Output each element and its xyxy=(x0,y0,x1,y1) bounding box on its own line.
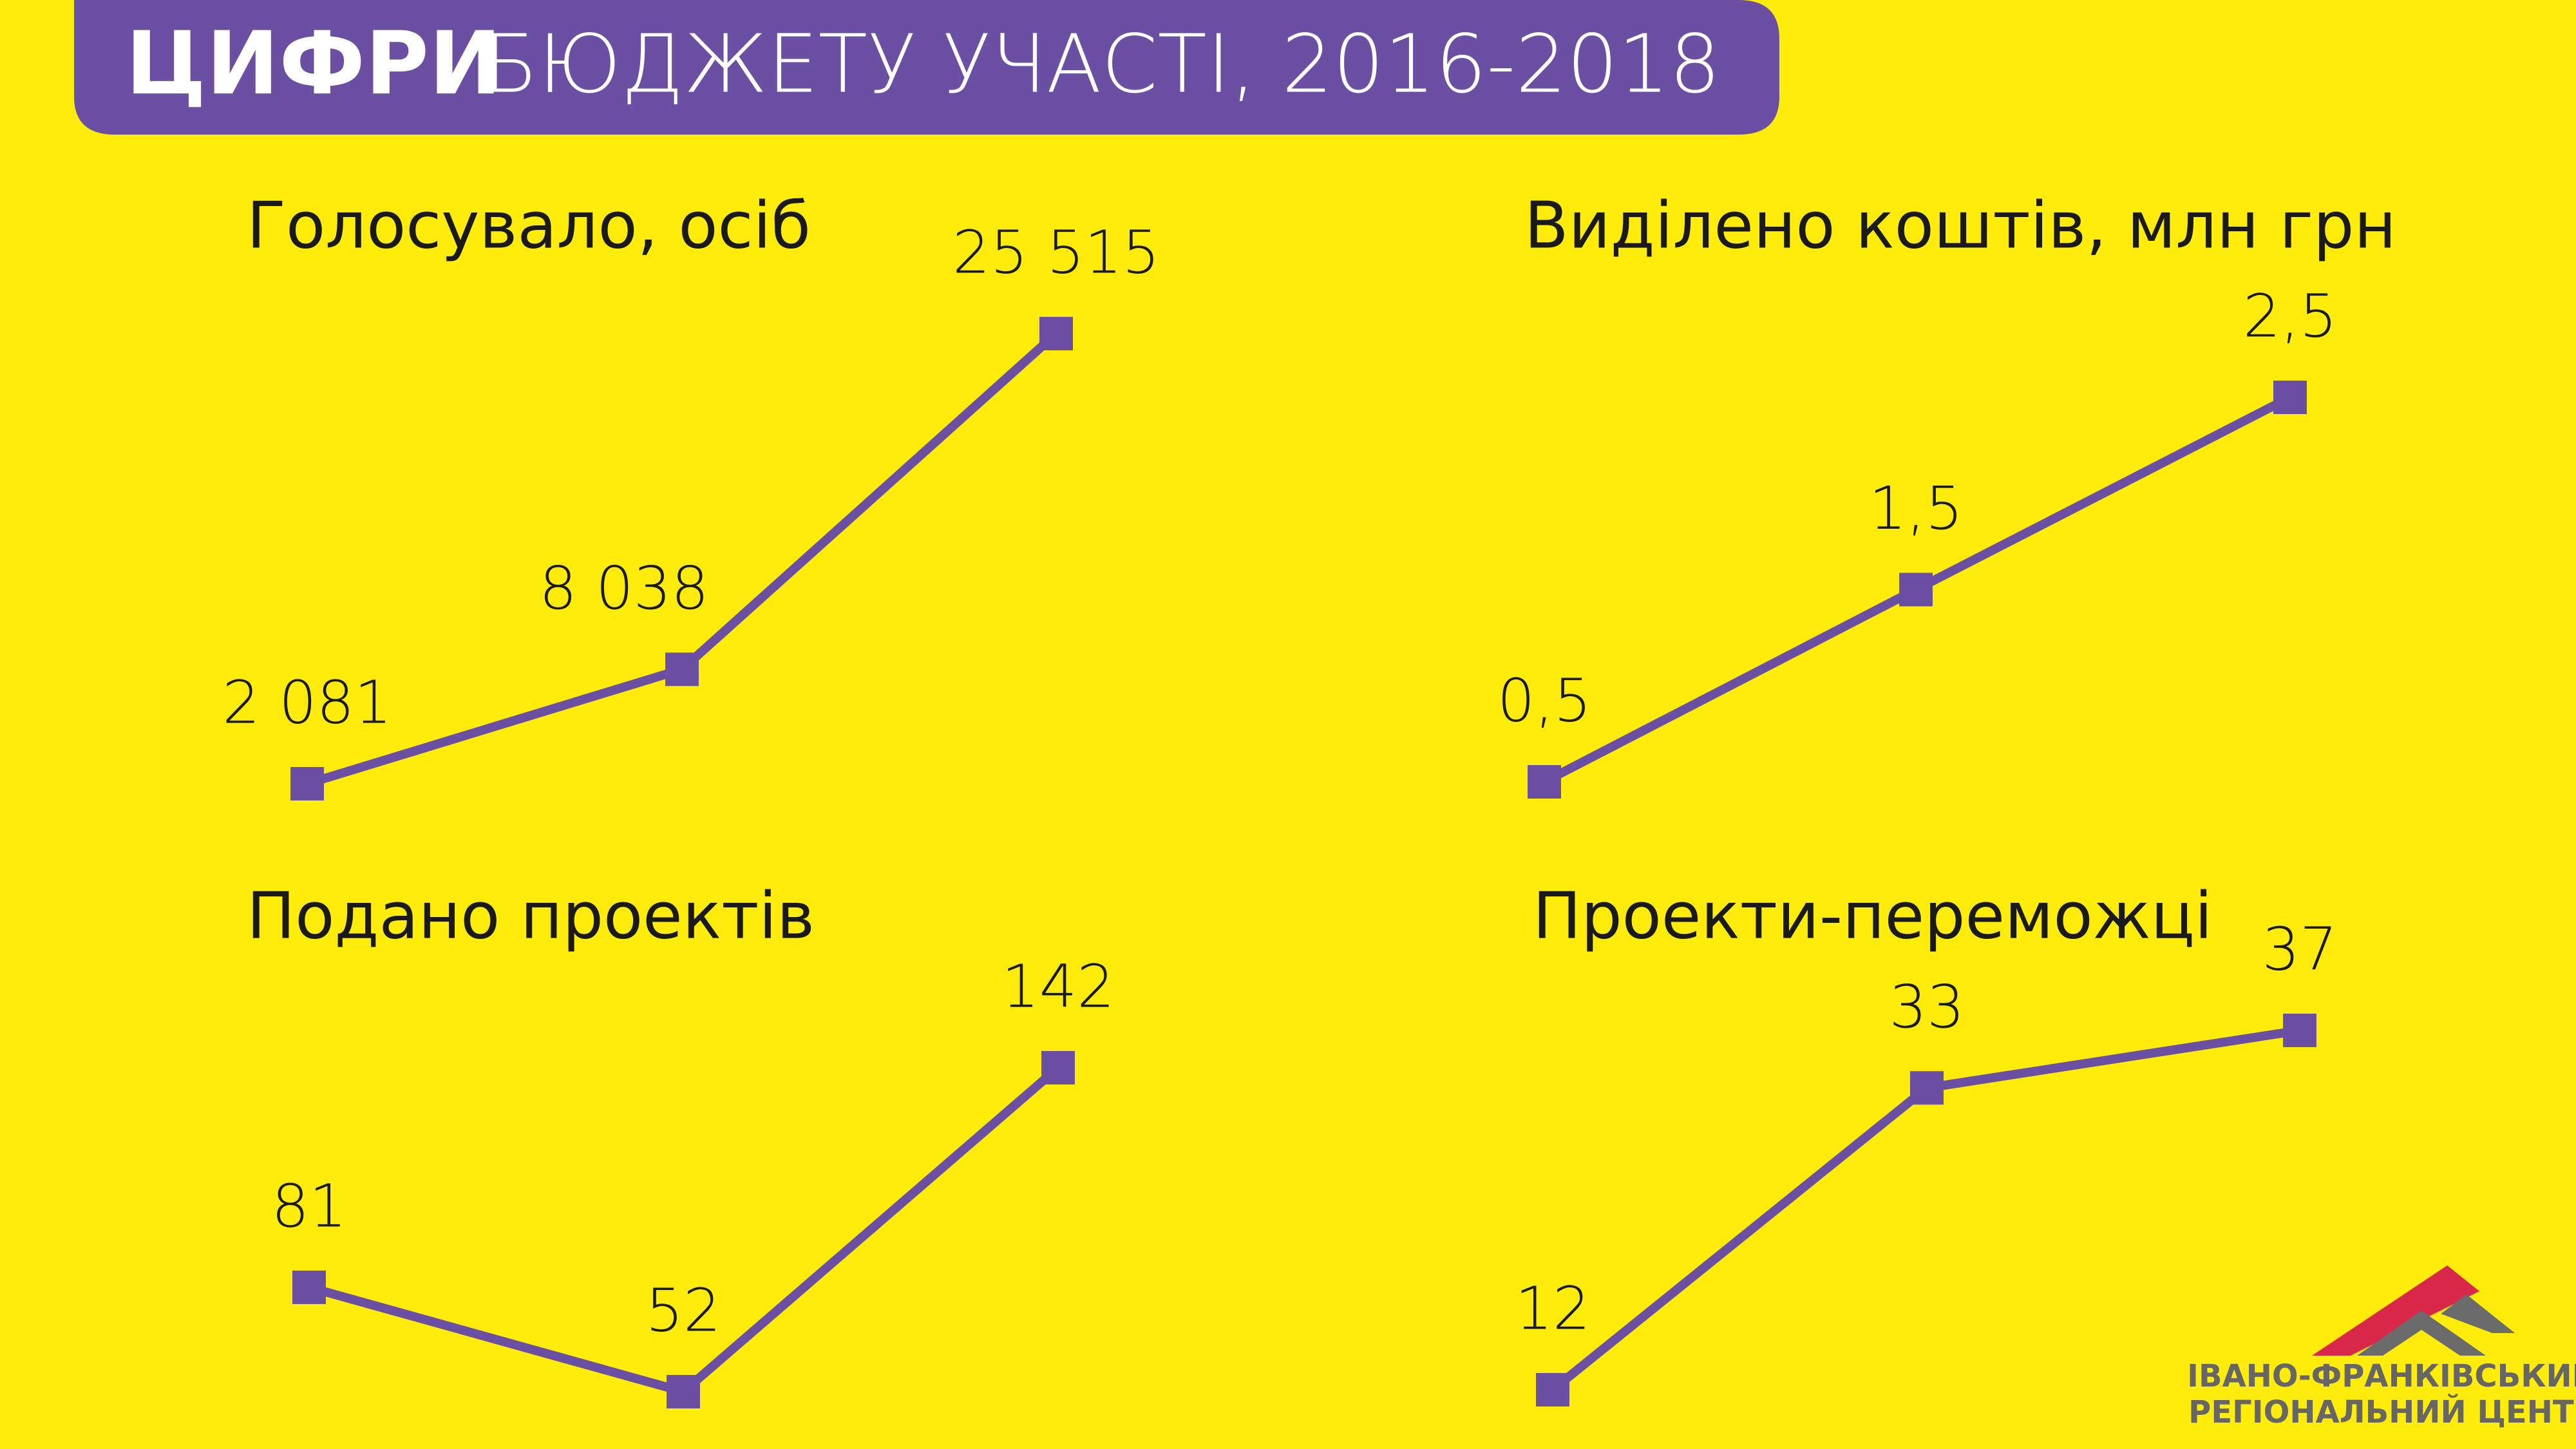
marker xyxy=(1899,573,1933,607)
value-label: 142 xyxy=(1001,952,1115,1021)
value-label: 2 081 xyxy=(222,668,392,737)
logo-grey2 xyxy=(2441,1294,2515,1333)
value-label: 52 xyxy=(645,1276,721,1345)
title-bar xyxy=(74,0,1779,135)
chart-title: Голосувало, осіб xyxy=(247,187,811,263)
value-label: 0,5 xyxy=(1497,667,1591,735)
logo-line2: РЕГІОНАЛЬНИЙ ЦЕНТР xyxy=(2188,1394,2576,1430)
value-label: 8 038 xyxy=(539,554,708,623)
marker xyxy=(667,1375,700,1408)
marker xyxy=(290,767,324,800)
value-label: 81 xyxy=(271,1171,346,1240)
marker xyxy=(292,1270,326,1304)
value-label: 37 xyxy=(2262,915,2337,984)
marker xyxy=(1041,1051,1075,1084)
marker xyxy=(1039,317,1073,350)
chart-title: Виділено коштів, млн грн xyxy=(1524,187,2396,263)
marker xyxy=(2283,1014,2316,1047)
chart-title: Проекти-переможці xyxy=(1533,878,2213,953)
value-label: 2,5 xyxy=(2243,282,2337,351)
value-label: 25 515 xyxy=(952,218,1160,287)
value-label: 12 xyxy=(1515,1274,1590,1343)
value-label: 1,5 xyxy=(1869,474,1963,543)
logo-line1: ІВАНО-ФРАНКІВСЬКИЙ xyxy=(2187,1358,2576,1394)
marker xyxy=(1528,765,1561,799)
marker xyxy=(665,652,699,687)
logo-grey xyxy=(2357,1311,2486,1356)
title-strong: ЦИФРИ xyxy=(126,13,502,114)
marker xyxy=(1536,1373,1569,1406)
marker xyxy=(2273,381,2307,414)
logo-red xyxy=(2312,1265,2479,1356)
title: БЮДЖЕТУ УЧАСТІ, 2016-2018 xyxy=(483,17,1721,111)
marker xyxy=(1910,1071,1944,1105)
chart-title: Подано проектів xyxy=(247,878,815,953)
value-label: 33 xyxy=(1889,972,1964,1041)
logo: ІВАНО-ФРАНКІВСЬКИЙ РЕГІОНАЛЬНИЙ ЦЕНТР xyxy=(2187,1265,2576,1430)
